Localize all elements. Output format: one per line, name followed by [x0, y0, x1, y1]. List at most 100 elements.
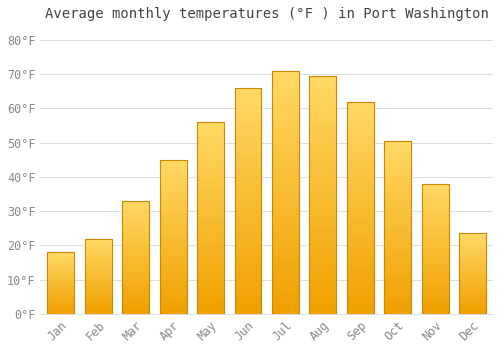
Bar — [347, 161, 374, 165]
Bar — [272, 289, 299, 294]
Bar — [347, 276, 374, 280]
Bar — [384, 162, 411, 165]
Bar — [422, 191, 448, 194]
Bar — [384, 231, 411, 234]
Bar — [197, 253, 224, 256]
Bar — [197, 145, 224, 149]
Bar — [160, 261, 186, 265]
Bar — [122, 280, 149, 282]
Bar — [347, 148, 374, 153]
Bar — [347, 114, 374, 119]
Bar — [122, 266, 149, 269]
Bar — [197, 214, 224, 218]
Bar — [160, 228, 186, 231]
Bar — [234, 282, 262, 287]
Bar — [310, 90, 336, 95]
Bar — [160, 188, 186, 191]
Bar — [384, 182, 411, 186]
Bar — [85, 290, 112, 291]
Bar — [85, 246, 112, 247]
Bar — [122, 226, 149, 228]
Bar — [310, 214, 336, 219]
Bar — [459, 241, 486, 243]
Bar — [459, 311, 486, 312]
Bar — [459, 272, 486, 274]
Bar — [272, 236, 299, 241]
Bar — [310, 109, 336, 114]
Bar — [272, 207, 299, 212]
Bar — [422, 270, 448, 272]
Bar — [310, 247, 336, 252]
Bar — [160, 295, 186, 299]
Bar — [347, 306, 374, 310]
Bar — [85, 285, 112, 287]
Bar — [122, 296, 149, 298]
Bar — [160, 206, 186, 209]
Bar — [197, 141, 224, 145]
Bar — [310, 257, 336, 261]
Bar — [384, 252, 411, 255]
Bar — [85, 288, 112, 290]
Bar — [122, 235, 149, 237]
Bar — [272, 217, 299, 222]
Bar — [234, 124, 262, 128]
Bar — [272, 158, 299, 163]
Bar — [197, 134, 224, 138]
Bar — [234, 151, 262, 156]
Bar — [422, 257, 448, 259]
Bar — [234, 278, 262, 282]
Bar — [85, 305, 112, 306]
Bar — [160, 265, 186, 268]
Bar — [197, 230, 224, 233]
Bar — [347, 310, 374, 314]
Bar — [197, 218, 224, 222]
Bar — [160, 246, 186, 249]
Bar — [160, 234, 186, 237]
Bar — [197, 126, 224, 130]
Bar — [122, 298, 149, 300]
Bar — [85, 267, 112, 269]
Bar — [422, 210, 448, 212]
Bar — [197, 203, 224, 206]
Bar — [197, 233, 224, 237]
Bar — [234, 291, 262, 296]
Bar — [122, 264, 149, 266]
Bar — [197, 122, 224, 126]
Bar — [234, 165, 262, 169]
Bar — [272, 134, 299, 139]
Bar — [422, 280, 448, 283]
Bar — [422, 283, 448, 285]
Bar — [197, 130, 224, 134]
Bar — [459, 303, 486, 304]
Bar — [48, 292, 74, 293]
Bar — [85, 258, 112, 260]
Bar — [347, 203, 374, 208]
Bar — [347, 233, 374, 237]
Bar — [197, 191, 224, 195]
Bar — [234, 147, 262, 151]
Bar — [85, 313, 112, 314]
Bar — [384, 293, 411, 296]
Bar — [234, 205, 262, 210]
Bar — [310, 195, 336, 199]
Bar — [347, 195, 374, 199]
Bar — [384, 207, 411, 210]
Bar — [347, 293, 374, 297]
Bar — [459, 243, 486, 245]
Bar — [48, 274, 74, 276]
Bar — [85, 249, 112, 251]
Bar — [422, 303, 448, 306]
Bar — [234, 305, 262, 309]
Bar — [85, 308, 112, 309]
Bar — [160, 160, 186, 163]
Bar — [422, 197, 448, 199]
Bar — [459, 264, 486, 266]
Bar — [85, 239, 112, 314]
Bar — [422, 244, 448, 246]
Bar — [459, 262, 486, 264]
Bar — [422, 285, 448, 288]
Bar — [160, 215, 186, 218]
Bar — [384, 217, 411, 220]
Bar — [48, 263, 74, 265]
Bar — [122, 210, 149, 212]
